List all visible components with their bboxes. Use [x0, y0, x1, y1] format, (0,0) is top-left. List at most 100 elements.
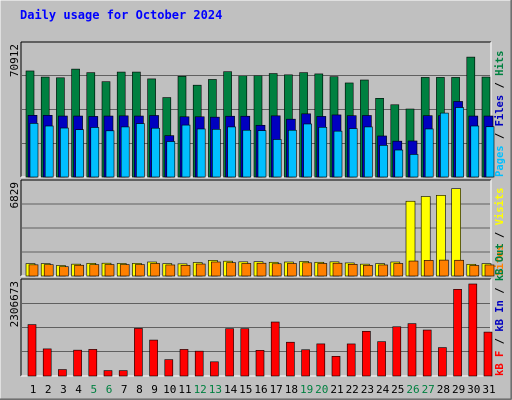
- bar-pages-day-31: [485, 126, 495, 178]
- panel-hits-files-pages: 70912 Pages / Files / Hits: [8, 41, 506, 178]
- x-tick-label: 27: [422, 383, 435, 396]
- bar-kbytes-day-18: [286, 341, 295, 377]
- bar-pages-day-6: [105, 130, 115, 178]
- bar-pages-day-11: [181, 124, 191, 178]
- bar-kbytes-day-9: [149, 339, 158, 377]
- x-tick-label: 15: [239, 383, 252, 396]
- legend-item: Visits: [494, 187, 506, 225]
- bar-pages-day-10: [166, 141, 176, 178]
- legend-separator: /: [494, 332, 506, 351]
- bar-pages-day-27: [424, 128, 434, 178]
- bar-kbytes-day-21: [331, 356, 341, 377]
- bar-kbytes-day-5: [88, 349, 98, 377]
- bar-kbytes-day-31: [483, 331, 493, 377]
- legend: kB F / kB In / kB Out: [494, 243, 506, 376]
- x-tick-label: 28: [437, 383, 450, 396]
- legend-item: Hits: [494, 51, 506, 76]
- bar-pages-day-8: [136, 123, 145, 178]
- bar-kbytes-day-16: [255, 350, 265, 377]
- legend-item: kB In: [494, 300, 506, 332]
- bar-kbytes-day-2: [42, 348, 52, 377]
- x-tick-label: 3: [60, 383, 67, 396]
- x-tick-label: 30: [467, 383, 480, 396]
- bar-pages-day-22: [348, 128, 358, 178]
- legend-item: Pages: [494, 145, 506, 177]
- bar-kbytes-day-30: [468, 283, 478, 377]
- x-tick-label: 14: [224, 383, 238, 396]
- bar-pages-day-28: [440, 112, 449, 178]
- x-tick-label: 7: [121, 383, 128, 396]
- x-tick-label: 2: [45, 383, 52, 396]
- legend-item: Files: [494, 95, 506, 127]
- x-tick-label: 25: [391, 383, 404, 396]
- x-tick-label: 21: [330, 383, 343, 396]
- bar-sites-day-11: [180, 265, 191, 277]
- x-tick-label: 13: [209, 383, 222, 396]
- y-max-label: 2306673: [8, 281, 21, 327]
- x-tick-label: 29: [452, 383, 465, 396]
- bar-sites-day-12: [195, 263, 206, 277]
- bar-sites-day-17: [271, 263, 282, 277]
- bar-kbytes-day-24: [377, 341, 386, 377]
- x-tick-label: 17: [270, 383, 283, 396]
- bar-kbytes-day-15: [240, 328, 250, 377]
- bar-kbytes-day-8: [134, 328, 143, 377]
- x-tick-label: 16: [254, 383, 267, 396]
- bar-kbytes-day-29: [453, 289, 462, 377]
- bar-sites-day-14: [226, 262, 236, 277]
- bar-sites-day-15: [241, 263, 252, 277]
- bar-kbytes-day-14: [225, 328, 234, 377]
- x-tick-label: 20: [315, 383, 328, 396]
- x-tick-label: 8: [136, 383, 143, 396]
- bar-kbytes-day-23: [362, 330, 371, 377]
- bar-pages-day-12: [196, 128, 206, 178]
- legend-item: Sites: [494, 244, 506, 276]
- bar-pages-day-2: [44, 125, 54, 178]
- bar-sites-day-1: [28, 264, 39, 277]
- x-tick-label: 26: [406, 383, 419, 396]
- legend-separator: /: [494, 281, 506, 300]
- bar-sites-day-6: [104, 264, 115, 277]
- bar-sites-day-18: [287, 263, 297, 277]
- bar-kbytes-day-17: [270, 321, 280, 377]
- bar-kbytes-day-22: [346, 343, 356, 377]
- x-axis-labels: 1 2 3 4 5 6 7 8 9 10 11 12 13 14 15 16 17 18 19 20 21 22 23 24 2…: [30, 383, 496, 396]
- bar-pages-day-25: [394, 149, 404, 178]
- bar-sites-day-8: [135, 264, 145, 277]
- bar-sites-day-9: [150, 263, 160, 277]
- x-tick-label: 5: [90, 383, 97, 396]
- x-tick-label: 12: [194, 383, 207, 396]
- bar-kbytes-day-11: [179, 349, 189, 377]
- y-max-label: 70912: [8, 44, 21, 77]
- x-tick-label: 10: [163, 383, 176, 396]
- bar-kbytes-day-13: [210, 361, 219, 377]
- bar-kbytes-day-26: [407, 323, 417, 377]
- panel-kbytes: 2306673 kB F / kB In / kB Out: [8, 243, 506, 377]
- bar-sites-day-13: [211, 261, 221, 277]
- x-tick-label: 9: [151, 383, 158, 396]
- x-tick-label: 18: [285, 383, 298, 396]
- bar-sites-day-19: [302, 262, 312, 277]
- bar-pages-day-5: [90, 127, 100, 178]
- bar-pages-day-19: [303, 123, 312, 178]
- bar-pages-day-30: [470, 125, 480, 178]
- bar-pages-day-26: [409, 154, 419, 178]
- bar-pages-day-18: [288, 129, 297, 178]
- bar-pages-day-14: [227, 126, 236, 178]
- x-tick-label: 22: [346, 383, 359, 396]
- bar-pages-day-16: [257, 130, 267, 178]
- bar-kbytes-day-4: [73, 349, 82, 377]
- bar-sites-day-2: [43, 264, 54, 277]
- legend: Sites / Visits: [494, 187, 506, 276]
- legend-separator: /: [494, 225, 506, 244]
- y-max-label: 6829: [8, 182, 21, 209]
- bar-sites-day-26: [408, 260, 419, 277]
- bar-sites-day-29: [454, 259, 464, 277]
- legend-separator: /: [494, 126, 506, 145]
- x-tick-label: 1: [30, 383, 37, 396]
- bar-pages-day-7: [120, 126, 130, 178]
- bar-kbytes-day-3: [58, 369, 67, 377]
- bar-sites-day-30: [469, 265, 480, 277]
- bar-kbytes-day-7: [118, 370, 128, 377]
